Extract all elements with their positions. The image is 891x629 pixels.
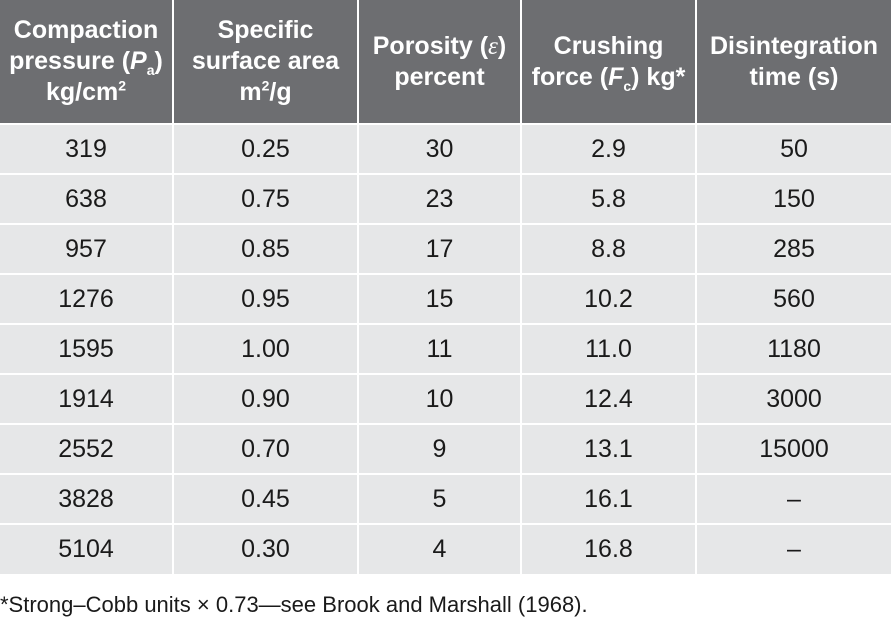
- table-cell: 0.75: [173, 173, 359, 224]
- table-cell: 1276: [0, 273, 174, 324]
- table-row: 957 0.85 17 8.8 285: [0, 223, 891, 274]
- table-cell: 5104: [0, 523, 174, 574]
- table-cell: 0.25: [173, 123, 359, 174]
- table-row: 638 0.75 23 5.8 150: [0, 173, 891, 224]
- table-cell: 285: [696, 223, 891, 274]
- table-cell: 5.8: [521, 173, 697, 224]
- table-cell: 957: [0, 223, 174, 274]
- table-cell: 150: [696, 173, 891, 224]
- table-cell: 9: [358, 423, 522, 474]
- table-cell: 0.90: [173, 373, 359, 424]
- table-cell: 3828: [0, 473, 174, 524]
- table-cell: 15: [358, 273, 522, 324]
- table-row: 1276 0.95 15 10.2 560: [0, 273, 891, 324]
- table-cell: 0.30: [173, 523, 359, 574]
- table-cell: 1914: [0, 373, 174, 424]
- table-cell: –: [696, 473, 891, 524]
- table-cell: 11: [358, 323, 522, 374]
- table-cell: 8.8: [521, 223, 697, 274]
- table-cell: 0.45: [173, 473, 359, 524]
- table-cell: 2552: [0, 423, 174, 474]
- table-cell: 0.70: [173, 423, 359, 474]
- table-cell: 2.9: [521, 123, 697, 174]
- table-cell: 4: [358, 523, 522, 574]
- table-cell: –: [696, 523, 891, 574]
- header-crushing-force: Crushing force (Fc) kg*: [521, 0, 697, 124]
- table-row: 2552 0.70 9 13.1 15000: [0, 423, 891, 474]
- table-body: 319 0.25 30 2.9 50 638 0.75 23 5.8 150 957 0.85 17 8.…: [0, 123, 891, 574]
- footnote: *Strong–Cobb units × 0.73—see Brook and …: [0, 592, 588, 617]
- table-cell: 10.2: [521, 273, 697, 324]
- table-cell: 1.00: [173, 323, 359, 374]
- table-cell: 23: [358, 173, 522, 224]
- table-row: 3828 0.45 5 16.1–: [0, 473, 891, 524]
- table-cell: 11.0: [521, 323, 697, 374]
- table-cell: 3000: [696, 373, 891, 424]
- header-compaction-pressure: Compaction pressure (Pa) kg/cm2: [0, 0, 174, 124]
- table-cell: 50: [696, 123, 891, 174]
- table-cell: 15000: [696, 423, 891, 474]
- table-row: 5104 0.30 4 16.8–: [0, 523, 891, 574]
- table-cell: 30: [358, 123, 522, 174]
- header-row: Compaction pressure (Pa) kg/cm2 Specific…: [0, 0, 891, 124]
- table-cell: 1180: [696, 323, 891, 374]
- header-disintegration-time: Disintegration time (s): [696, 0, 891, 124]
- data-table: Compaction pressure (Pa) kg/cm2 Specific…: [0, 0, 891, 574]
- table-cell: 10: [358, 373, 522, 424]
- table-row: 1595 1.00 11 11.0 1180: [0, 323, 891, 374]
- table-row: 319 0.25 30 2.9 50: [0, 123, 891, 174]
- table-cell: 5: [358, 473, 522, 524]
- table-cell: 13.1: [521, 423, 697, 474]
- table-cell: 638: [0, 173, 174, 224]
- table-cell: 16.1: [521, 473, 697, 524]
- table-cell: 0.85: [173, 223, 359, 274]
- header-specific-surface-area: Specific surface area m2/g: [173, 0, 359, 124]
- table-cell: 560: [696, 273, 891, 324]
- table-cell: 0.95: [173, 273, 359, 324]
- table-cell: 1595: [0, 323, 174, 374]
- header-porosity: Porosity (ε) percent: [358, 0, 522, 124]
- table-cell: 319: [0, 123, 174, 174]
- table-row: 1914 0.90 10 12.4 3000: [0, 373, 891, 424]
- table-cell: 12.4: [521, 373, 697, 424]
- table-cell: 17: [358, 223, 522, 274]
- table-cell: 16.8: [521, 523, 697, 574]
